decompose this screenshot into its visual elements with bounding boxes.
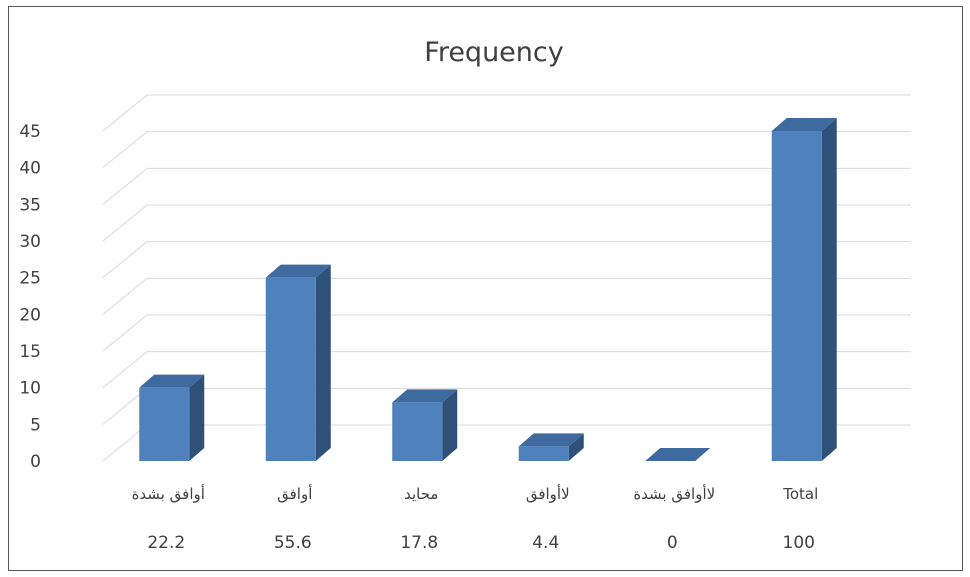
bar bbox=[518, 433, 584, 461]
bar-side bbox=[189, 374, 205, 461]
y-tick-label: 40 bbox=[19, 159, 41, 179]
bar-front bbox=[518, 446, 569, 461]
gridline bbox=[102, 204, 911, 242]
bar bbox=[645, 448, 711, 461]
gridline bbox=[102, 277, 911, 315]
bar-top bbox=[645, 448, 711, 461]
grid-layer bbox=[102, 94, 911, 462]
gridline bbox=[102, 94, 911, 132]
bar-top bbox=[518, 433, 584, 447]
category-label: لاأوافق بشدة bbox=[633, 484, 715, 503]
bar-front bbox=[265, 277, 316, 461]
y-tick-label: 30 bbox=[19, 232, 41, 252]
bar-side bbox=[315, 264, 331, 461]
category-label: أوافق بشدة bbox=[132, 484, 205, 503]
chart-title: Frequency bbox=[424, 37, 564, 68]
bar-side bbox=[442, 389, 458, 461]
gridline bbox=[102, 131, 911, 169]
bar-side bbox=[568, 433, 584, 461]
bar-top bbox=[139, 374, 205, 388]
bars bbox=[139, 118, 837, 461]
bar-front bbox=[771, 131, 822, 461]
bar-top bbox=[771, 118, 837, 131]
percent-label: 55.6 bbox=[274, 533, 312, 553]
category-labels: أوافق بشدة أوافق محايد لاأوافق لاأوافق بشدة T… bbox=[132, 484, 819, 503]
gridline bbox=[102, 167, 911, 205]
category-label: أوافق bbox=[277, 484, 312, 503]
percent-label: 17.8 bbox=[400, 533, 438, 553]
percent-label: 22.2 bbox=[147, 533, 185, 553]
bar-top bbox=[265, 264, 331, 278]
bar-front bbox=[392, 402, 443, 461]
bar bbox=[139, 374, 205, 461]
y-tick-label: 25 bbox=[19, 269, 41, 289]
bar-side bbox=[821, 118, 837, 461]
percent-label: 100 bbox=[783, 533, 815, 553]
y-tick-label: 10 bbox=[19, 379, 41, 399]
bar bbox=[771, 118, 837, 461]
gridline bbox=[102, 314, 911, 352]
category-label: لاأوافق bbox=[526, 484, 570, 503]
y-axis: 0 5 10 15 20 25 30 35 40 45 bbox=[19, 122, 41, 472]
y-tick-label: 45 bbox=[19, 122, 41, 142]
bar bbox=[265, 264, 331, 461]
y-tick-label: 15 bbox=[19, 342, 41, 362]
bar bbox=[392, 389, 458, 461]
percent-label: 0 bbox=[667, 533, 678, 553]
category-label: محايد bbox=[404, 485, 438, 503]
percent-labels: 22.2 55.6 17.8 4.4 0 100 bbox=[147, 533, 815, 553]
bar-front bbox=[139, 387, 190, 461]
gridline bbox=[102, 351, 911, 389]
y-tick-label: 20 bbox=[19, 305, 41, 325]
y-tick-label: 35 bbox=[19, 195, 41, 215]
bar-top bbox=[392, 389, 458, 403]
category-label: Total bbox=[782, 485, 818, 503]
gridline bbox=[102, 241, 911, 279]
chart-frame: Frequency 0 5 10 15 20 25 30 35 40 45 أوافق بشدة أ… bbox=[8, 6, 963, 571]
y-tick-label: 5 bbox=[30, 415, 41, 435]
y-tick-label: 0 bbox=[30, 452, 41, 472]
percent-label: 4.4 bbox=[532, 533, 559, 553]
